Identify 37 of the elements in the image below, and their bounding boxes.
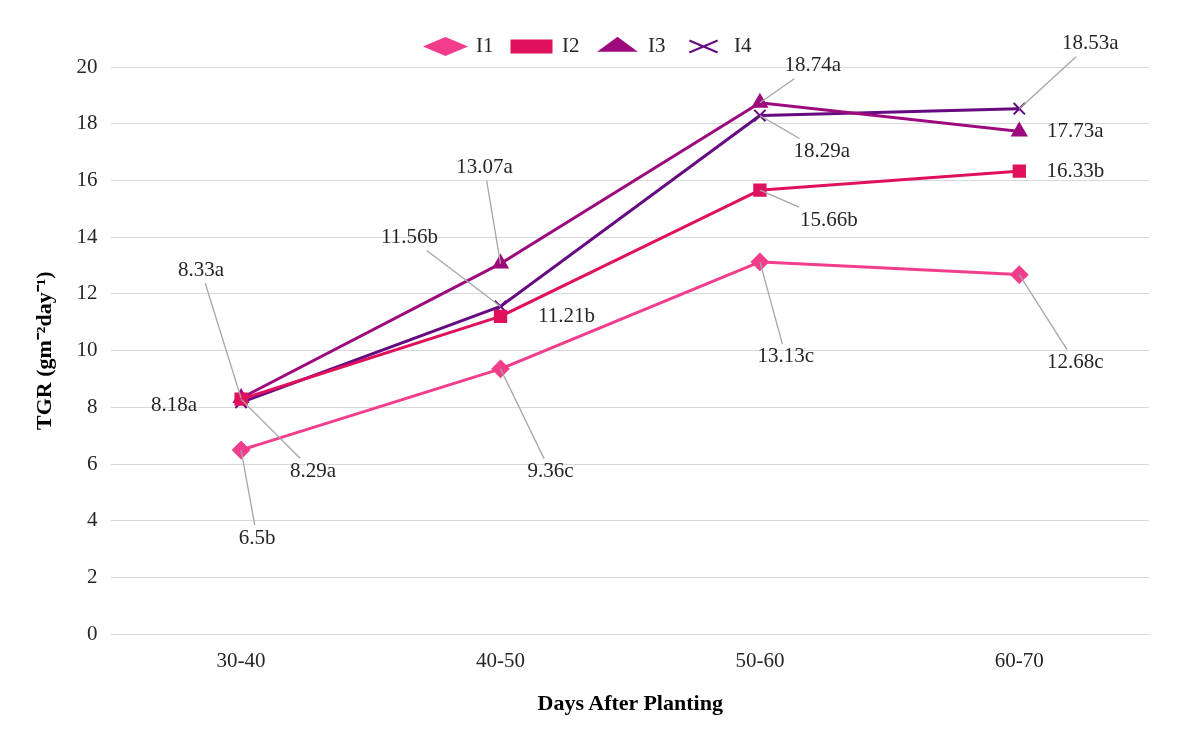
data-label: 11.56b — [381, 223, 438, 248]
y-tick-label: 18 — [76, 110, 98, 135]
legend-label: I4 — [733, 33, 752, 58]
x-tick-label: 40-50 — [476, 647, 525, 672]
y-axis-title: TGR (gm⁻²day⁻¹) — [30, 271, 56, 430]
data-label: 8.18a — [151, 391, 198, 416]
data-label: 17.73a — [1047, 117, 1105, 142]
data-label: 18.29a — [793, 138, 851, 163]
y-tick-label: 10 — [76, 337, 98, 362]
y-tick-label: 16 — [76, 167, 98, 191]
y-tick-label: 8 — [86, 393, 98, 418]
y-tick-label: 2 — [86, 564, 98, 589]
data-label: 13.07a — [456, 154, 514, 179]
x-tick-label: 50-60 — [735, 647, 785, 672]
data-label: 18.74a — [784, 52, 842, 77]
data-label: 15.66b — [800, 206, 858, 231]
data-label: 12.68c — [1047, 349, 1104, 374]
x-tick-label: 30-40 — [216, 647, 266, 672]
y-tick-label: 0 — [86, 620, 98, 645]
y-tick-label: 4 — [86, 507, 98, 532]
data-label: 16.33b — [1046, 157, 1105, 182]
data-label: 8.33a — [178, 256, 225, 281]
legend-label: I3 — [648, 33, 666, 58]
y-tick-label: 6 — [86, 450, 98, 475]
y-tick-label: 12 — [76, 280, 98, 305]
y-tick-label: 20 — [76, 53, 98, 78]
x-tick-label: 60-70 — [994, 647, 1044, 672]
data-label: 8.29a — [290, 457, 337, 482]
data-label: 18.53a — [1062, 30, 1120, 55]
legend-label: I1 — [476, 33, 494, 58]
y-tick-label: 14 — [76, 223, 98, 248]
legend-label: I2 — [562, 33, 580, 58]
x-axis-title: Days After Planting — [537, 690, 723, 716]
data-label: 6.5b — [238, 524, 276, 549]
data-label: 11.21b — [538, 302, 595, 327]
data-label: 13.13c — [757, 343, 815, 368]
data-label: 9.36c — [527, 458, 574, 483]
